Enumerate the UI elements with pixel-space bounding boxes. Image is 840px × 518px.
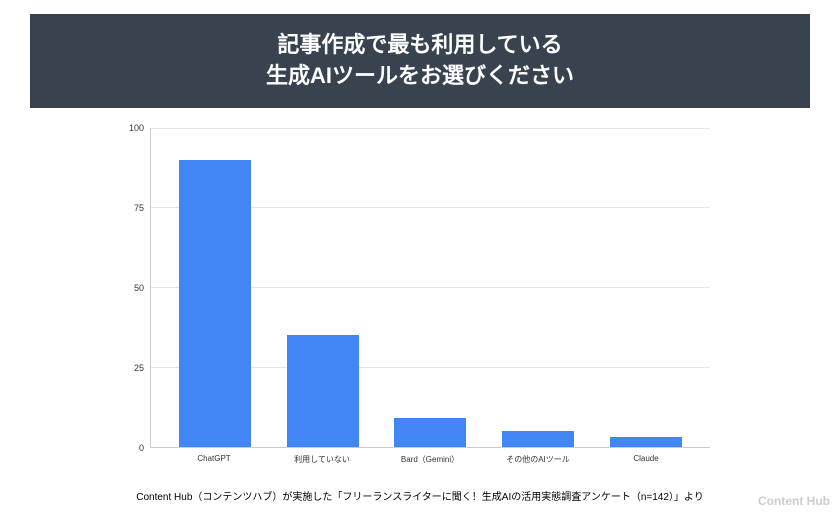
title-line-2: 生成AIツールをお選びください [50, 61, 790, 92]
bar-slot [287, 128, 359, 447]
bars-group [151, 128, 710, 447]
plot-area [150, 128, 710, 448]
title-line-1: 記事作成で最も利用している [50, 30, 790, 61]
chart-container: 100 75 50 25 0 ChatGPT 利用していない Bard（Gemi… [150, 128, 710, 448]
y-tick: 0 [139, 443, 144, 453]
y-tick: 100 [129, 123, 144, 133]
bar-slot [610, 128, 682, 447]
watermark: Content Hub [758, 494, 830, 508]
x-label: Claude [610, 454, 682, 465]
bar-slot [394, 128, 466, 447]
x-label: Bard（Gemini） [394, 454, 466, 465]
bar-other [502, 431, 574, 447]
x-label: その他のAIツール [502, 454, 574, 465]
bar-chatgpt [179, 160, 251, 447]
bar-claude [610, 437, 682, 447]
y-axis: 100 75 50 25 0 [120, 128, 150, 448]
footer-note: Content Hub（コンテンツハブ）が実施した「フリーランスライターに聞く！… [0, 488, 840, 503]
bar-slot [179, 128, 251, 447]
bar-bard [394, 418, 466, 447]
y-tick: 25 [134, 363, 144, 373]
x-label: 利用していない [286, 454, 358, 465]
y-tick: 50 [134, 283, 144, 293]
title-banner: 記事作成で最も利用している 生成AIツールをお選びください [30, 14, 810, 108]
bar-not-using [287, 335, 359, 447]
bar-slot [502, 128, 574, 447]
y-tick: 75 [134, 203, 144, 213]
x-label: ChatGPT [178, 454, 250, 465]
x-labels: ChatGPT 利用していない Bard（Gemini） その他のAIツール C… [150, 454, 710, 465]
